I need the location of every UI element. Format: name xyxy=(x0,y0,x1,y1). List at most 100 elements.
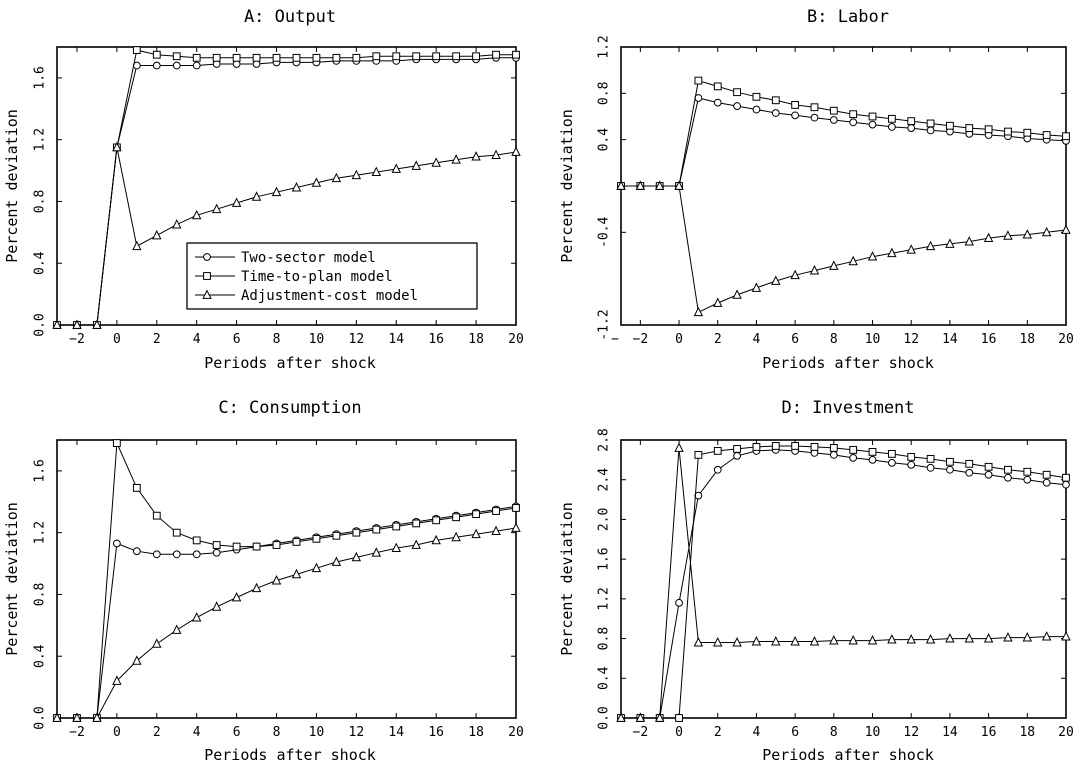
x-tick-label: 18 xyxy=(1019,332,1035,347)
data-point xyxy=(926,119,935,128)
data-point xyxy=(829,444,838,452)
series-line xyxy=(57,442,517,719)
data-point xyxy=(771,275,781,285)
data-point xyxy=(984,470,993,479)
data-point xyxy=(271,575,282,585)
data-point xyxy=(1062,480,1070,489)
data-point xyxy=(172,550,181,559)
data-point xyxy=(616,712,626,722)
data-point xyxy=(411,160,421,170)
x-tick-label: 12 xyxy=(903,332,919,347)
data-point xyxy=(231,592,242,602)
y-tick-label: -1.2 xyxy=(597,309,612,340)
legend-item: Adjustment-cost model xyxy=(195,288,418,304)
data-point xyxy=(848,635,858,645)
y-tick-label: 0.4 xyxy=(597,128,612,152)
data-point xyxy=(810,113,819,122)
data-point xyxy=(1041,631,1052,641)
data-point xyxy=(112,675,122,685)
series-line xyxy=(57,505,517,719)
data-point xyxy=(790,636,800,646)
data-point xyxy=(791,101,800,109)
plot-frame xyxy=(620,439,1067,719)
data-point xyxy=(771,109,780,117)
data-point xyxy=(251,191,262,201)
data-point xyxy=(312,534,321,543)
data-point xyxy=(1041,226,1052,237)
data-point xyxy=(925,634,936,644)
data-point xyxy=(733,102,741,110)
data-point xyxy=(867,635,878,645)
series-line xyxy=(57,527,517,719)
data-point xyxy=(491,149,501,160)
data-point xyxy=(192,536,201,545)
data-point xyxy=(674,180,684,190)
data-point xyxy=(809,636,820,646)
data-point xyxy=(112,141,122,152)
plot-frame xyxy=(56,439,517,719)
x-tick-label: 4 xyxy=(753,332,761,347)
x-tick-label: 20 xyxy=(508,725,524,740)
y-tick-label: 0.8 xyxy=(597,82,612,105)
series-line xyxy=(621,449,1067,719)
data-point xyxy=(887,123,896,131)
data-point xyxy=(733,445,741,453)
series-line xyxy=(621,447,1066,719)
series-adjustment-cost xyxy=(52,141,521,329)
data-point xyxy=(907,452,916,461)
data-point xyxy=(452,52,461,61)
data-point xyxy=(152,229,162,240)
data-point xyxy=(829,635,839,645)
y-tick-label: 0.0 xyxy=(33,313,48,336)
data-point xyxy=(732,289,742,299)
data-point xyxy=(172,219,182,229)
series-adjustment-cost xyxy=(52,522,521,722)
data-point xyxy=(868,120,877,129)
legend-box xyxy=(186,242,478,310)
data-point xyxy=(172,624,182,634)
data-point xyxy=(312,53,321,62)
data-point xyxy=(192,61,201,70)
x-tick-label: 6 xyxy=(791,725,799,740)
data-point xyxy=(252,53,261,62)
data-point xyxy=(771,442,780,450)
data-point xyxy=(432,516,441,525)
data-point xyxy=(311,177,322,187)
y-tick-label: 1.2 xyxy=(33,128,48,151)
series-two-sector xyxy=(53,502,520,722)
data-point xyxy=(984,125,993,134)
x-tick-label: 8 xyxy=(273,725,281,740)
data-point xyxy=(1004,127,1012,136)
plot-frame xyxy=(620,46,1067,326)
data-point xyxy=(790,269,800,280)
panel-title: A: Output xyxy=(244,7,336,27)
y-tick-label: 0.8 xyxy=(33,583,48,606)
data-point xyxy=(112,539,121,548)
series-adjustment-cost xyxy=(616,180,1071,317)
data-point xyxy=(471,528,481,539)
data-point xyxy=(693,306,704,317)
data-point xyxy=(1022,632,1033,642)
data-point xyxy=(511,146,521,156)
legend-label: Time-to-plan model xyxy=(241,269,393,285)
data-point xyxy=(984,462,993,471)
data-point xyxy=(372,52,381,61)
data-point xyxy=(925,240,936,251)
x-tick-label: 4 xyxy=(753,725,761,740)
data-point xyxy=(946,465,954,474)
data-point xyxy=(887,247,897,258)
data-point xyxy=(191,612,202,622)
data-point xyxy=(829,116,838,124)
x-tick-label: 6 xyxy=(233,332,241,347)
data-point xyxy=(694,76,703,85)
y-tick-label: 1.2 xyxy=(33,521,48,544)
plot-frame xyxy=(56,46,517,326)
data-point xyxy=(983,633,994,643)
data-point xyxy=(791,442,800,450)
panel-title: D: Investment xyxy=(781,398,914,418)
data-point xyxy=(675,598,683,607)
x-tick-label: 14 xyxy=(942,725,958,740)
data-point xyxy=(172,528,181,537)
x-tick-label: −2 xyxy=(633,332,649,347)
data-point xyxy=(391,163,401,173)
